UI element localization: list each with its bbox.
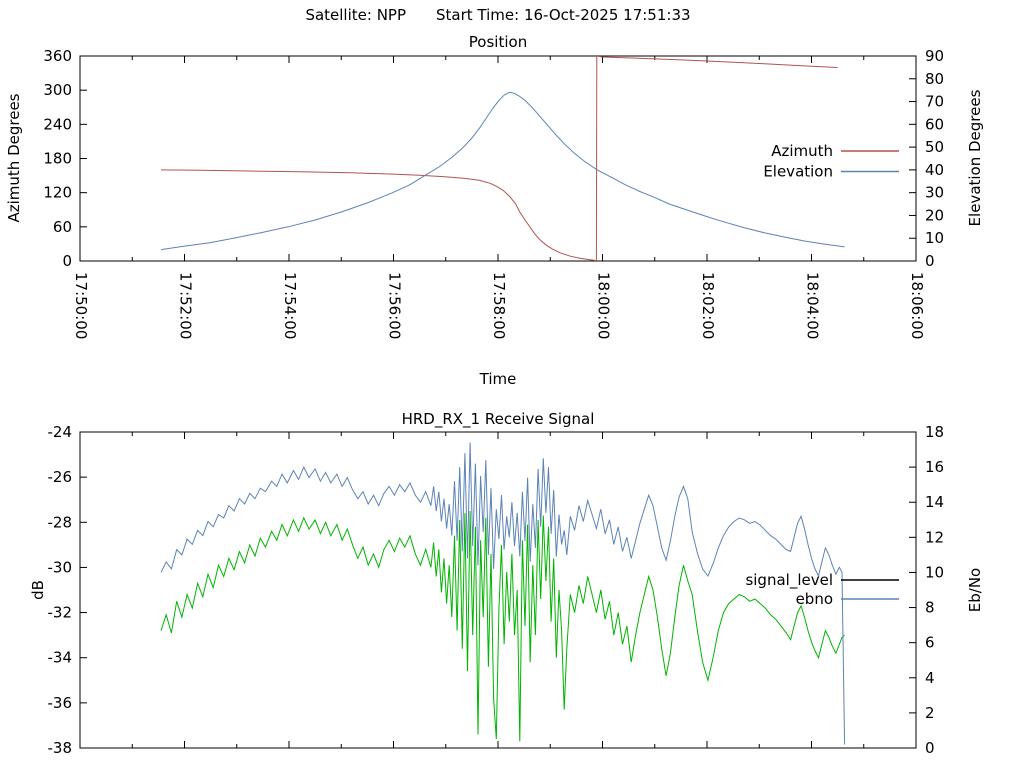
y-axis-label-left: Azimuth Degrees bbox=[5, 93, 23, 222]
y-tick-label-right: 60 bbox=[925, 115, 944, 133]
x-tick-label: 17:56:00 bbox=[386, 272, 404, 339]
y-tick-label-left: -34 bbox=[48, 649, 73, 667]
chart-title: Position bbox=[469, 33, 527, 51]
y-tick-label-right: 10 bbox=[925, 229, 944, 247]
satellite-label: Satellite: NPP bbox=[305, 6, 407, 24]
x-tick-label: 18:06:00 bbox=[908, 272, 926, 339]
y-tick-label-right: 80 bbox=[925, 70, 944, 88]
y-axis-label-right: Eb/No bbox=[966, 568, 984, 612]
y-tick-label-right: 70 bbox=[925, 93, 944, 111]
position-chart: 17:50:00 17:52:00 17:54:00 17:56:00 17:58:00… bbox=[5, 33, 984, 388]
y-tick-label-right: 8 bbox=[925, 599, 935, 617]
y-tick-label-left: 0 bbox=[62, 252, 72, 270]
y-tick-label-left: -32 bbox=[48, 604, 73, 622]
y-tick-label-right: 50 bbox=[925, 138, 944, 156]
receive-signal-chart: -38 -36 -34 -32 -30 -28 -26 -24 0 2 4 6 8 10 12 14 16 18 H… bbox=[29, 410, 984, 757]
y-tick-label-right: 40 bbox=[925, 161, 944, 179]
y-tick-label-right: 0 bbox=[925, 252, 935, 270]
legend-label: ebno bbox=[796, 590, 833, 608]
x-tick-label: 17:58:00 bbox=[490, 272, 508, 339]
y-tick-label-right: 10 bbox=[925, 563, 944, 581]
y-tick-label-left: 180 bbox=[43, 150, 72, 168]
y-tick-label-left: -30 bbox=[48, 558, 73, 576]
x-tick-label: 18:04:00 bbox=[804, 272, 822, 339]
y-axis-label-left: dB bbox=[29, 580, 47, 600]
y-tick-label-right: 18 bbox=[925, 423, 944, 441]
y-tick-label-left: 120 bbox=[43, 184, 72, 202]
x-tick-label: 18:02:00 bbox=[699, 272, 717, 339]
series-azimuth bbox=[160, 56, 838, 261]
y-tick-label-right: 90 bbox=[925, 47, 944, 65]
legend-label: Elevation bbox=[763, 163, 833, 181]
y-tick-label-left: -26 bbox=[48, 468, 73, 486]
y-tick-label-right: 12 bbox=[925, 528, 944, 546]
y-tick-label-right: 16 bbox=[925, 458, 944, 476]
plot-border bbox=[79, 431, 917, 749]
series-signal-level bbox=[160, 510, 845, 742]
y-tick-label-right: 14 bbox=[925, 493, 944, 511]
x-tick-label: 18:00:00 bbox=[595, 272, 613, 339]
start-time-label: Start Time: 16-Oct-2025 17:51:33 bbox=[436, 6, 691, 24]
x-axis-title: Time bbox=[479, 370, 517, 388]
series-elevation bbox=[160, 91, 845, 251]
series-ebno bbox=[160, 442, 846, 745]
y-tick-label-right: 30 bbox=[925, 184, 944, 202]
y-tick-label-left: -28 bbox=[48, 513, 73, 531]
y-tick-label-left: 60 bbox=[53, 218, 72, 236]
x-tick-label: 17:50:00 bbox=[72, 272, 90, 339]
y-tick-label-right: 2 bbox=[925, 704, 935, 722]
legend-label: Azimuth bbox=[771, 142, 833, 160]
chart-title: HRD_RX_1 Receive Signal bbox=[402, 410, 595, 429]
y-tick-label-right: 0 bbox=[925, 739, 935, 757]
x-tick-label: 17:54:00 bbox=[281, 272, 299, 339]
y-tick-label-left: 300 bbox=[43, 81, 72, 99]
y-tick-label-left: -24 bbox=[48, 423, 73, 441]
y-tick-label-right: 4 bbox=[925, 669, 935, 687]
y-tick-label-left: -36 bbox=[48, 694, 73, 712]
y-tick-label-left: 240 bbox=[43, 115, 72, 133]
y-tick-label-right: 6 bbox=[925, 634, 935, 652]
y-axis-label-right: Elevation Degrees bbox=[966, 89, 984, 226]
x-tick-label: 17:52:00 bbox=[177, 272, 195, 339]
y-tick-label-left: -38 bbox=[48, 739, 73, 757]
y-tick-label-left: 360 bbox=[43, 47, 72, 65]
y-tick-label-right: 20 bbox=[925, 206, 944, 224]
legend-label: signal_level bbox=[745, 571, 833, 590]
main-title: Satellite: NPP Start Time: 16-Oct-2025 17… bbox=[80, 6, 916, 24]
